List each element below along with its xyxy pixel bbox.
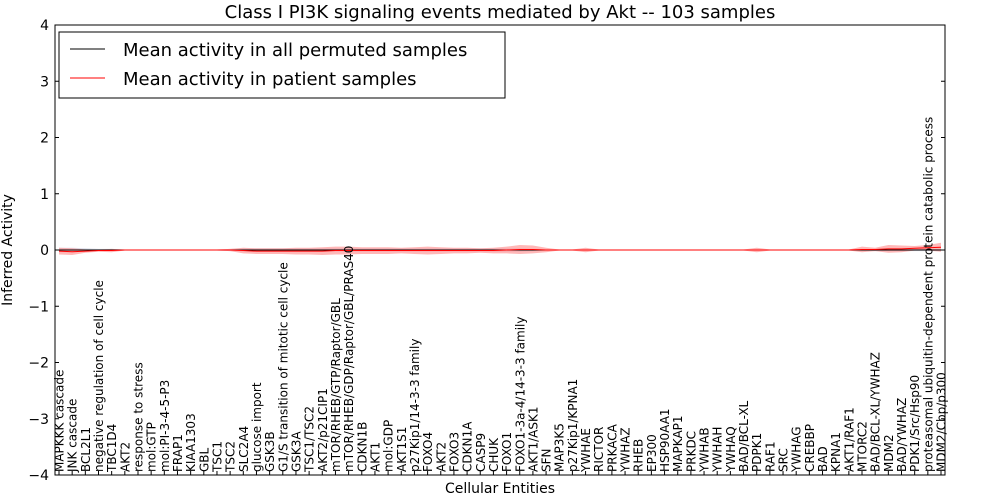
y-tick-label: 3: [40, 74, 49, 90]
x-tick-label: TSC2: [224, 441, 238, 473]
x-tick-label: BAD: [816, 446, 830, 472]
x-tick-label: GBL: [197, 447, 211, 472]
x-tick-label: p27Kip1/14-3-3 family: [408, 339, 422, 472]
x-tick-label: glucose import: [250, 382, 264, 472]
x-tick-label: YWHAQ: [724, 426, 738, 473]
x-tick-label: AKT1: [368, 442, 382, 472]
legend-label-permuted: Mean activity in all permuted samples: [123, 40, 467, 61]
x-tick-label: RAF1: [763, 441, 777, 472]
x-tick-label: FOXO4: [421, 432, 435, 472]
plot-area: −4 −3 −2 −1 0 1 2 3 4 MAPKKK cascade JNK cascade BC…: [28, 18, 948, 484]
x-tick-label: CHUK: [487, 437, 501, 472]
legend-box: [58, 31, 506, 99]
x-tick-label: TSC1: [210, 441, 224, 473]
x-tick-label: SLC2A4: [237, 426, 251, 472]
x-tick-label: KPNA1: [829, 432, 843, 472]
x-tick-label: AKT1/ASK1: [526, 407, 540, 472]
x-tick-label: AKT2/p21CIP1: [316, 388, 330, 472]
x-tick-label: MAPKAP1: [671, 415, 685, 472]
x-tick-label: EP300: [645, 434, 659, 472]
x-tick-label: TSC1/TSC2: [303, 406, 317, 473]
x-tick-label: PDPK1: [750, 433, 764, 472]
y-tick-label: −4: [28, 468, 49, 484]
x-tick-label: TBC1D4: [105, 424, 119, 473]
x-tick-label: mol:GDP: [382, 420, 396, 472]
x-tick-label: mTOR/RHEB/GDP/Raptor/GBL/PRAS40: [342, 246, 356, 472]
x-tick-label: YWHAH: [711, 427, 725, 473]
x-tick-label: MDM2/Cbp/p300: [935, 372, 949, 472]
y-tick-label: 1: [40, 187, 49, 203]
y-tick-label: 0: [40, 243, 49, 259]
x-tick-label: PDK1/Src/Hsp90: [908, 375, 922, 472]
x-tick-label: negative regulation of cell cycle: [92, 280, 106, 472]
x-tick-label: SRC: [777, 448, 791, 472]
x-tick-label: CDKN1B: [355, 422, 369, 472]
x-tick-label: SFN: [540, 449, 554, 473]
y-tick-label: −3: [28, 412, 49, 428]
x-tick-label: PRKDC: [684, 431, 698, 472]
legend: Mean activity in all permuted samples Me…: [58, 31, 506, 99]
y-tick-label: 2: [40, 131, 49, 147]
x-tick-label: RICTOR: [592, 427, 606, 472]
chart-title: Class I PI3K signaling events mediated b…: [225, 2, 776, 23]
x-tick-label: AKT2: [434, 442, 448, 472]
x-tick-label: YWHAB: [698, 427, 712, 473]
x-tick-label: FOXO3: [447, 432, 461, 472]
x-tick-label: proteasomal ubiquitin-dependent protein …: [921, 117, 935, 472]
x-tick-label: RHEB: [632, 439, 646, 472]
x-tick-label: YWHAZ: [619, 427, 633, 473]
x-tick-label: p27Kip1/KPNA1: [566, 379, 580, 472]
x-tick-label: FOXO1: [500, 432, 514, 472]
x-tick-label: MAP3K5: [553, 423, 567, 472]
x-tick-label: MAPKKK cascade: [53, 370, 67, 472]
x-tick-label: AKT1S1: [395, 427, 409, 472]
y-tick-label: −2: [28, 356, 49, 372]
legend-label-patient: Mean activity in patient samples: [123, 69, 417, 90]
x-tick-label: FOXO1-3a-4/14-3-3 family: [513, 317, 527, 473]
x-tick-label: HSP90AA1: [658, 408, 672, 472]
x-tick-label: response to stress: [131, 362, 145, 472]
x-tick-label: YWHAE: [579, 428, 593, 473]
x-tick-label: JNK cascade: [66, 399, 80, 473]
x-tick-label: CDKN1A: [461, 421, 475, 472]
x-tick-label: MDM2: [882, 434, 896, 472]
x-tick-label: GSK3B: [263, 431, 277, 472]
y-tick-label: −1: [28, 299, 49, 315]
y-axis-label: Inferred Activity: [0, 194, 16, 306]
series-1-line: [58, 246, 942, 253]
x-tick-label: KIAA1303: [184, 413, 198, 472]
series-1-band: [59, 242, 941, 256]
x-tick-label: BAD/BCL-XL/YWHAZ: [869, 352, 883, 472]
x-tick-label: CREBBP: [803, 424, 817, 472]
x-tick-label: mol:GTP: [145, 422, 159, 472]
x-tick-label: MTORC2: [856, 421, 870, 472]
x-tick-label: AKT1/RAF1: [842, 407, 856, 472]
x-tick-label: BAD/YWHAZ: [895, 398, 909, 472]
x-tick-label: PRKACA: [605, 423, 619, 472]
x-tick-label: AKT2: [118, 442, 132, 472]
x-tick-label: BAD/BCL-XL: [737, 400, 751, 472]
y-tick-label: 4: [40, 18, 49, 34]
x-tick-label: BCL2L1: [79, 427, 93, 472]
x-tick-label: YWHAG: [790, 426, 804, 473]
x-axis-label: Cellular Entities: [445, 481, 555, 497]
x-tick-label: mol:PI-3-4-5-P3: [158, 380, 172, 472]
x-tick-label: FRAP1: [171, 434, 185, 472]
x-tick-label: mTOR/RHEB/GTP/Raptor/GBL: [329, 298, 343, 472]
x-tick-label: GSK3A: [289, 431, 303, 472]
x-tick-label: CASP9: [474, 433, 488, 472]
x-tick-label: G1/S transition of mitotic cell cycle: [276, 262, 290, 472]
